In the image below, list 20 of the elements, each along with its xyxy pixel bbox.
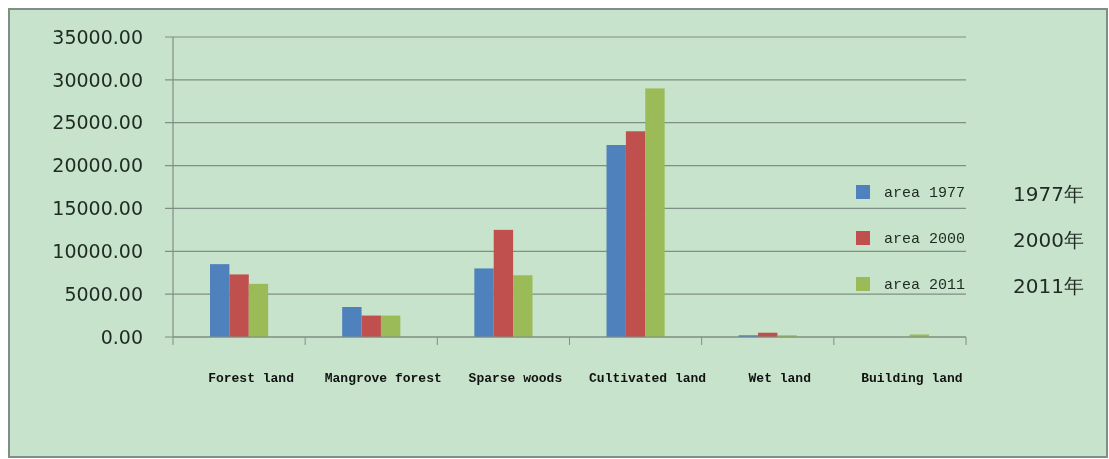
x-tick-label: Cultivated land (589, 371, 707, 386)
text: 2000年 (1013, 228, 1084, 252)
legend-label: area 2011 (884, 277, 966, 295)
y-tick-label: 25000.00 (52, 111, 143, 134)
y-tick-label: 15000.00 (52, 197, 143, 220)
y-tick-label: 35000.00 (52, 25, 143, 48)
x-tick-label: Building land (861, 371, 963, 386)
text: 1977年 (1013, 182, 1084, 206)
legend-label: area 2000 (884, 231, 966, 249)
x-tick-label: Wet land (748, 371, 811, 386)
x-tick-label: Sparse woods (468, 371, 563, 386)
x-tick-label: Mangrove forest (324, 371, 442, 386)
y-tick-label: 0.00 (100, 325, 143, 348)
y-tick-label: 5000.00 (64, 282, 143, 305)
y-tick-label: 10000.00 (52, 239, 143, 262)
text: 2011年 (1013, 274, 1084, 298)
y-tick-label: 30000.00 (52, 68, 143, 91)
y-tick-label: 20000.00 (52, 154, 143, 177)
legend-label: area 1977 (884, 185, 966, 203)
x-tick-label: Forest land (208, 371, 294, 386)
